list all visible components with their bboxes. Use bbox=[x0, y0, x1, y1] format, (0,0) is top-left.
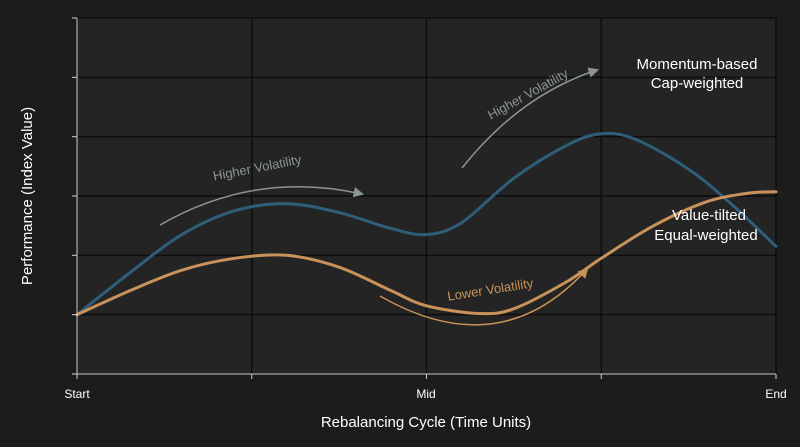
annotation-arrow-2 bbox=[461, 67, 599, 169]
axes bbox=[72, 17, 777, 379]
series-label-value-line2: Equal-weighted bbox=[654, 227, 757, 244]
annotation-arrows bbox=[159, 67, 599, 326]
y-axis-label: Performance (Index Value) bbox=[19, 107, 36, 285]
annotation-arrow-3 bbox=[379, 267, 589, 326]
series-label-value-line1: Value-tilted bbox=[672, 207, 746, 224]
series-line-momentum-cap-weighted bbox=[75, 131, 778, 317]
series-label-momentum-line2: Cap-weighted bbox=[651, 75, 744, 92]
x-axis-label: Rebalancing Cycle (Time Units) bbox=[321, 414, 531, 431]
grid bbox=[76, 17, 777, 375]
series-line-value-equal-weighted bbox=[75, 190, 778, 317]
x-tick-label-start: Start bbox=[64, 387, 90, 401]
series-group bbox=[75, 131, 778, 317]
annotation-arrow-1 bbox=[159, 186, 365, 226]
ticks bbox=[72, 17, 777, 379]
x-tick-label-end: End bbox=[765, 387, 786, 401]
x-tick-label-mid: Mid bbox=[416, 387, 435, 401]
series-label-momentum-line1: Momentum-based bbox=[637, 56, 758, 73]
